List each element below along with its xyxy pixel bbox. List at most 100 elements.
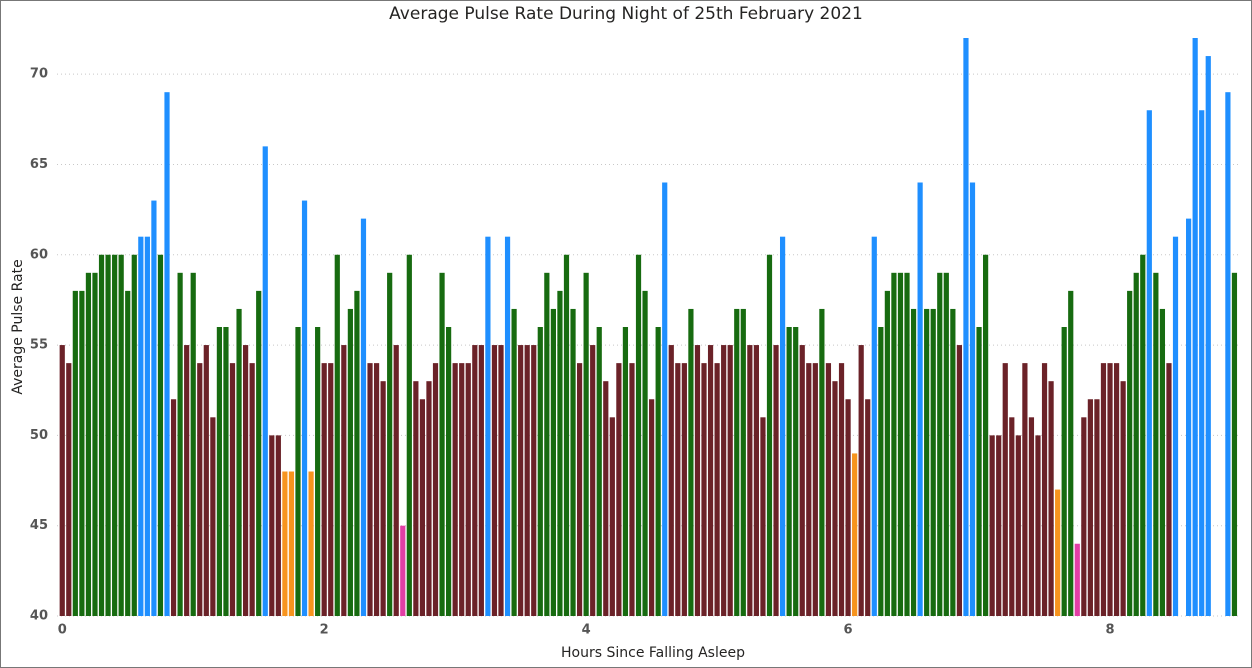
bar — [753, 345, 759, 616]
bar — [426, 381, 432, 616]
bar — [688, 308, 694, 616]
bar — [596, 327, 602, 616]
bar — [1107, 363, 1113, 616]
bar — [85, 272, 92, 616]
bar — [649, 399, 655, 616]
bar — [341, 345, 347, 616]
bar — [537, 327, 543, 616]
bar — [413, 381, 419, 616]
bar — [419, 399, 426, 616]
bar — [1199, 110, 1205, 616]
bar — [734, 308, 740, 616]
bar — [701, 363, 707, 616]
bar — [635, 254, 642, 616]
bar — [812, 363, 818, 616]
bar — [249, 363, 255, 616]
bar — [1100, 363, 1107, 616]
bar — [491, 345, 498, 616]
bar — [583, 272, 589, 616]
bar — [910, 308, 917, 616]
bar — [570, 308, 576, 616]
bar — [216, 327, 223, 616]
bar — [459, 363, 465, 616]
bar — [524, 345, 530, 616]
bar — [1159, 308, 1166, 616]
bar — [1068, 290, 1074, 616]
bar — [996, 435, 1002, 616]
bar — [439, 272, 445, 616]
bar — [694, 345, 701, 616]
bar — [275, 435, 281, 616]
bar — [878, 327, 884, 616]
bar — [1081, 417, 1087, 616]
bar — [1192, 38, 1198, 616]
bar — [308, 471, 314, 616]
bar — [360, 218, 367, 616]
bar — [747, 345, 753, 616]
bar — [373, 363, 380, 616]
bar — [766, 254, 773, 616]
bar — [223, 327, 229, 616]
bar — [950, 308, 956, 616]
bar — [563, 254, 570, 616]
bar — [865, 399, 871, 616]
bar — [400, 525, 406, 616]
bar — [210, 417, 216, 616]
bar — [642, 290, 648, 616]
bar — [1028, 417, 1035, 616]
bar — [884, 290, 890, 616]
bar — [629, 363, 635, 616]
bar — [282, 471, 288, 616]
bar — [190, 272, 196, 616]
bar — [1133, 272, 1139, 616]
bar — [184, 345, 190, 616]
bar — [1231, 272, 1238, 616]
bar — [897, 272, 904, 616]
x-tick-label: 8 — [1106, 623, 1115, 638]
bar — [105, 254, 111, 616]
bar — [1048, 381, 1054, 616]
x-tick-label: 0 — [58, 623, 67, 638]
bar — [1094, 399, 1100, 616]
bar — [544, 272, 550, 616]
x-tick-label: 2 — [320, 623, 329, 638]
bar — [66, 363, 72, 616]
bar — [1087, 399, 1093, 616]
bar — [832, 381, 838, 616]
bar — [616, 363, 622, 616]
bar — [236, 308, 242, 616]
bar — [1166, 363, 1172, 616]
bar — [301, 200, 308, 616]
bar — [943, 272, 949, 616]
bar — [170, 399, 177, 616]
bar — [112, 254, 118, 616]
bar — [675, 363, 681, 616]
bar — [793, 327, 799, 616]
bar — [59, 345, 65, 616]
bar — [550, 308, 556, 616]
bar — [603, 381, 609, 616]
bar — [989, 435, 995, 616]
bar — [465, 363, 471, 616]
bar — [838, 363, 845, 616]
bar — [98, 254, 105, 616]
bar — [721, 345, 727, 616]
bar — [354, 290, 360, 616]
bar — [177, 272, 183, 616]
bar — [976, 327, 982, 616]
bar — [773, 345, 779, 616]
bar — [622, 327, 629, 616]
bar — [315, 327, 321, 616]
bar — [655, 327, 661, 616]
bar — [1002, 363, 1008, 616]
bar — [956, 345, 963, 616]
bar — [557, 290, 563, 616]
bar — [321, 363, 327, 616]
x-tick-label: 4 — [582, 623, 591, 638]
bar — [504, 236, 511, 616]
bar — [924, 308, 930, 616]
x-axis-label: Hours Since Falling Asleep — [561, 645, 745, 661]
bar — [295, 327, 301, 616]
bar — [983, 254, 989, 616]
